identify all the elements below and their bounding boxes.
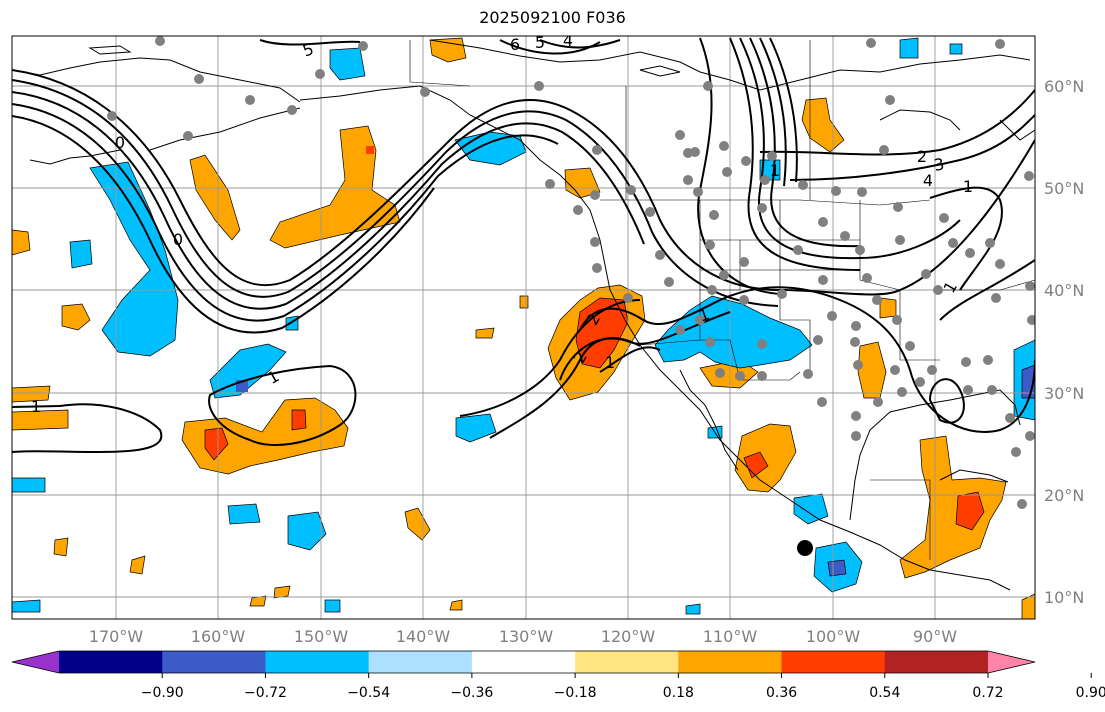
colorbar: −0.90 −0.72 −0.54 −0.36 −0.18 0.18 0.36 0.54 0.7…: [11, 650, 1105, 701]
contour-label: 1: [605, 353, 615, 372]
colorbar-tick-label: −0.72: [244, 685, 287, 701]
map-title: 2025092100 F036: [479, 8, 626, 27]
lon-label: 160°W: [191, 627, 246, 646]
colorbar-segment: [471, 651, 576, 673]
contour-label: 3: [932, 154, 945, 174]
lat-label: 40°N: [1044, 281, 1084, 300]
colorbar-outline: [11, 650, 1036, 674]
plot-frame: [11, 35, 1036, 620]
colorbar-segment: [59, 651, 163, 673]
lat-label: 60°N: [1044, 77, 1084, 96]
colorbar-extend-high: [988, 651, 1035, 673]
lon-label: 100°W: [806, 627, 861, 646]
colorbar-segment: [884, 651, 989, 673]
lon-label: 90°W: [913, 627, 957, 646]
colorbar-extend-low: [12, 651, 59, 673]
contour-lines: [12, 37, 1035, 454]
longitude-labels: 170°W 160°W 150°W 140°W 130°W 120°W 110°…: [89, 627, 957, 646]
colorbar-tick-label: 0.18: [663, 685, 694, 701]
colorbar-tick-label: 0.72: [972, 685, 1003, 701]
plot-area: [12, 36, 1035, 619]
lon-label: 130°W: [499, 627, 554, 646]
contour-label: 4: [563, 31, 573, 50]
colorbar-segment: [265, 651, 370, 673]
colorbar-tick-label: −0.18: [554, 685, 597, 701]
colorbar-segment: [678, 651, 783, 673]
contour-label: 0: [115, 133, 125, 152]
lat-label: 50°N: [1044, 179, 1084, 198]
lon-label: 120°W: [601, 627, 656, 646]
station-markers: [107, 36, 1035, 509]
lon-label: 110°W: [703, 627, 758, 646]
contour-label: 1: [770, 161, 780, 180]
lon-label: 150°W: [294, 627, 349, 646]
colorbar-tick-label: −0.90: [141, 685, 184, 701]
colorbar-tick-label: −0.54: [347, 685, 390, 701]
graticule: [12, 36, 1035, 619]
lon-label: 140°W: [396, 627, 451, 646]
colorbar-segment: [368, 651, 473, 673]
contour-label: 1: [31, 397, 41, 416]
contour-label: 2: [917, 147, 927, 166]
contour-label: 5: [535, 33, 545, 52]
colorbar-tick-label: 0.36: [766, 685, 797, 701]
lat-label: 30°N: [1044, 384, 1084, 403]
contour-label: 1: [963, 177, 973, 196]
contour-label: 0: [173, 230, 183, 249]
contour-label: 4: [923, 171, 933, 190]
lon-label: 170°W: [89, 627, 144, 646]
colorbar-tick-label: −0.36: [450, 685, 493, 701]
colorbar-segment: [781, 651, 886, 673]
colorbar-tick-label: 0.54: [869, 685, 900, 701]
latitude-labels: 60°N 50°N 40°N 30°N 20°N 10°N: [1044, 77, 1084, 607]
colorbar-tick-label: 0.90: [1076, 685, 1105, 701]
colorbar-segment: [575, 651, 679, 673]
location-marker: [797, 540, 813, 556]
colorbar-segment: [162, 651, 266, 673]
lat-label: 20°N: [1044, 486, 1084, 505]
lat-label: 10°N: [1044, 588, 1084, 607]
contour-label: 6: [510, 35, 520, 54]
